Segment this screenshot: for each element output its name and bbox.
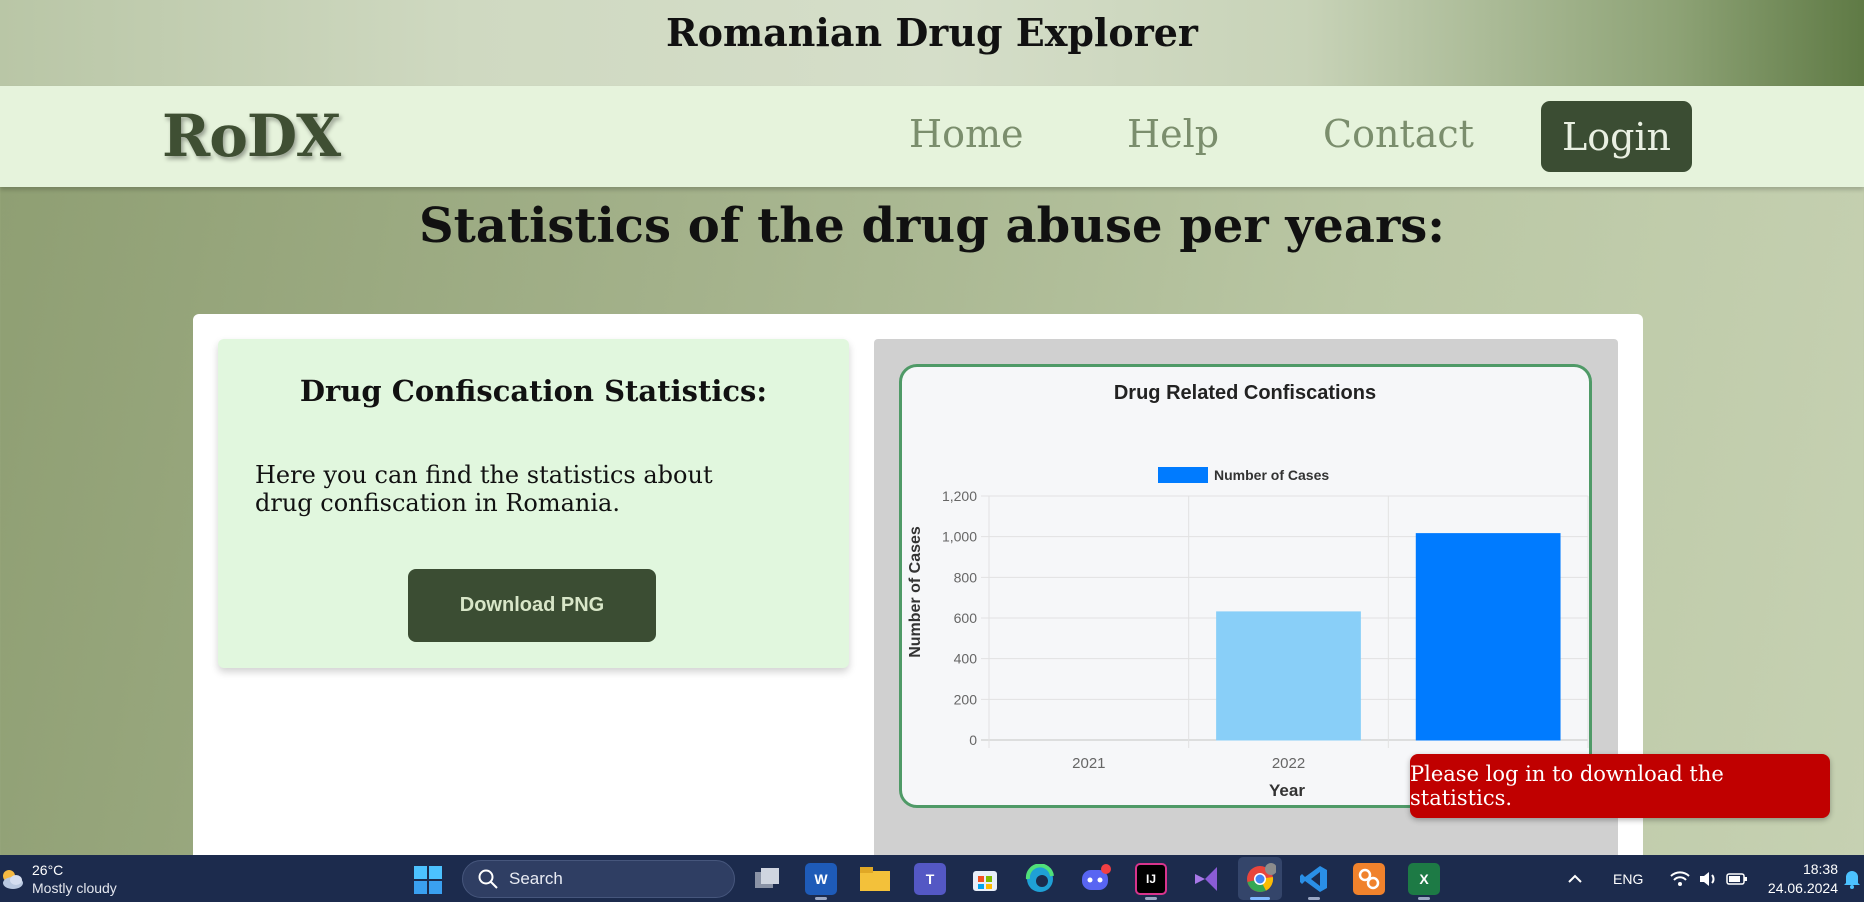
y-tick-label: 1,000 [942, 529, 977, 545]
running-indicator-excel [1418, 897, 1430, 900]
bar-2023[interactable] [1415, 533, 1561, 741]
language-indicator[interactable]: ENG [1613, 870, 1644, 887]
intellij-app-icon[interactable]: IJ [1135, 863, 1167, 895]
site-logo[interactable]: RoDX [162, 102, 341, 170]
legend-swatch [1158, 467, 1208, 483]
legend-label: Number of Cases [1214, 467, 1329, 483]
microsoft-store-icon[interactable] [969, 863, 1001, 895]
bar-chart: Drug Related Confiscations Number of Cas… [907, 382, 1589, 800]
clock-time: 18:38 [1802, 861, 1838, 877]
chrome-browser-icon[interactable] [1244, 863, 1276, 895]
y-tick-label: 400 [954, 651, 978, 667]
y-tick-label: 0 [969, 732, 977, 748]
word-app-icon[interactable]: W [805, 863, 837, 895]
y-tick-label: 1,200 [942, 488, 977, 504]
battery-icon[interactable] [1725, 869, 1749, 889]
navbar: RoDX Home Help Contact Login [0, 86, 1864, 187]
login-button[interactable]: Login [1541, 101, 1692, 172]
chart-bars [1216, 533, 1561, 741]
y-axis: 0 200 400 600 800 1,000 1,200 [942, 488, 977, 748]
nav-link-help[interactable]: Help [1127, 112, 1220, 156]
y-tick-label: 800 [954, 569, 978, 585]
x-tick-label: 2022 [1272, 755, 1305, 772]
volume-icon[interactable] [1697, 869, 1719, 889]
xampp-app-icon[interactable] [1353, 863, 1385, 895]
notification-bell-icon[interactable] [1842, 868, 1862, 890]
chart-title: Drug Related Confiscations [1114, 382, 1376, 404]
nav-link-home[interactable]: Home [909, 112, 1024, 156]
y-tick-label: 600 [954, 610, 978, 626]
windows-start-icon[interactable] [413, 865, 443, 895]
wifi-icon[interactable] [1669, 869, 1691, 889]
discord-app-icon[interactable] [1080, 863, 1112, 895]
vscode-app-icon[interactable] [1298, 863, 1330, 895]
cloudy-weather-icon [3, 870, 23, 889]
nav-link-contact[interactable]: Contact [1323, 112, 1474, 156]
chevron-up-icon[interactable] [1565, 869, 1585, 889]
teams-app-icon[interactable]: T [914, 863, 946, 895]
running-indicator-vscode [1308, 897, 1320, 900]
clock-date: 24.06.2024 [1767, 880, 1838, 896]
y-tick-label: 200 [954, 691, 978, 707]
page-heading: Statistics of the drug abuse per years: [419, 198, 1445, 254]
weather-temperature: 26°C [32, 862, 64, 878]
chart-legend[interactable]: Number of Cases [1158, 467, 1329, 483]
weather-widget[interactable]: 26°C Mostly cloudy [0, 861, 117, 897]
chart-frame: Drug Related Confiscations Number of Cas… [899, 364, 1592, 808]
x-axis: 2021 2022 [1072, 755, 1305, 772]
taskbar-search[interactable]: Search [462, 860, 735, 898]
site-title: Romanian Drug Explorer [666, 9, 1198, 55]
info-panel: Drug Confiscation Statistics: Here you c… [218, 339, 849, 668]
system-tray: ENG [1565, 855, 1749, 902]
info-panel-title: Drug Confiscation Statistics: [299, 374, 768, 408]
visual-studio-icon[interactable] [1190, 863, 1222, 895]
running-indicator-chrome [1250, 897, 1270, 900]
windows-taskbar: 26°C Mostly cloudy Search W T IJ [0, 855, 1864, 902]
search-label: Search [509, 869, 563, 888]
taskbar-clock[interactable]: 18:38 24.06.2024 [1760, 860, 1838, 898]
y-axis-label: Number of Cases [907, 526, 924, 658]
task-view-icon[interactable] [751, 863, 783, 895]
login-required-toast: Please log in to download the statistics… [1410, 754, 1830, 818]
excel-app-icon[interactable]: X [1408, 863, 1440, 895]
info-panel-description: Here you can find the statistics about d… [255, 461, 713, 517]
site-banner: Romanian Drug Explorer [0, 0, 1864, 86]
bar-2022[interactable] [1216, 611, 1361, 741]
running-indicator-word [815, 897, 827, 900]
file-explorer-icon[interactable] [859, 863, 891, 895]
search-icon [478, 869, 498, 889]
x-tick-label: 2021 [1072, 755, 1105, 772]
edge-browser-icon[interactable] [1024, 863, 1056, 895]
download-png-button[interactable]: Download PNG [408, 569, 656, 642]
running-indicator-intellij [1145, 897, 1157, 900]
x-axis-label: Year [1269, 781, 1305, 800]
weather-description: Mostly cloudy [32, 880, 117, 896]
